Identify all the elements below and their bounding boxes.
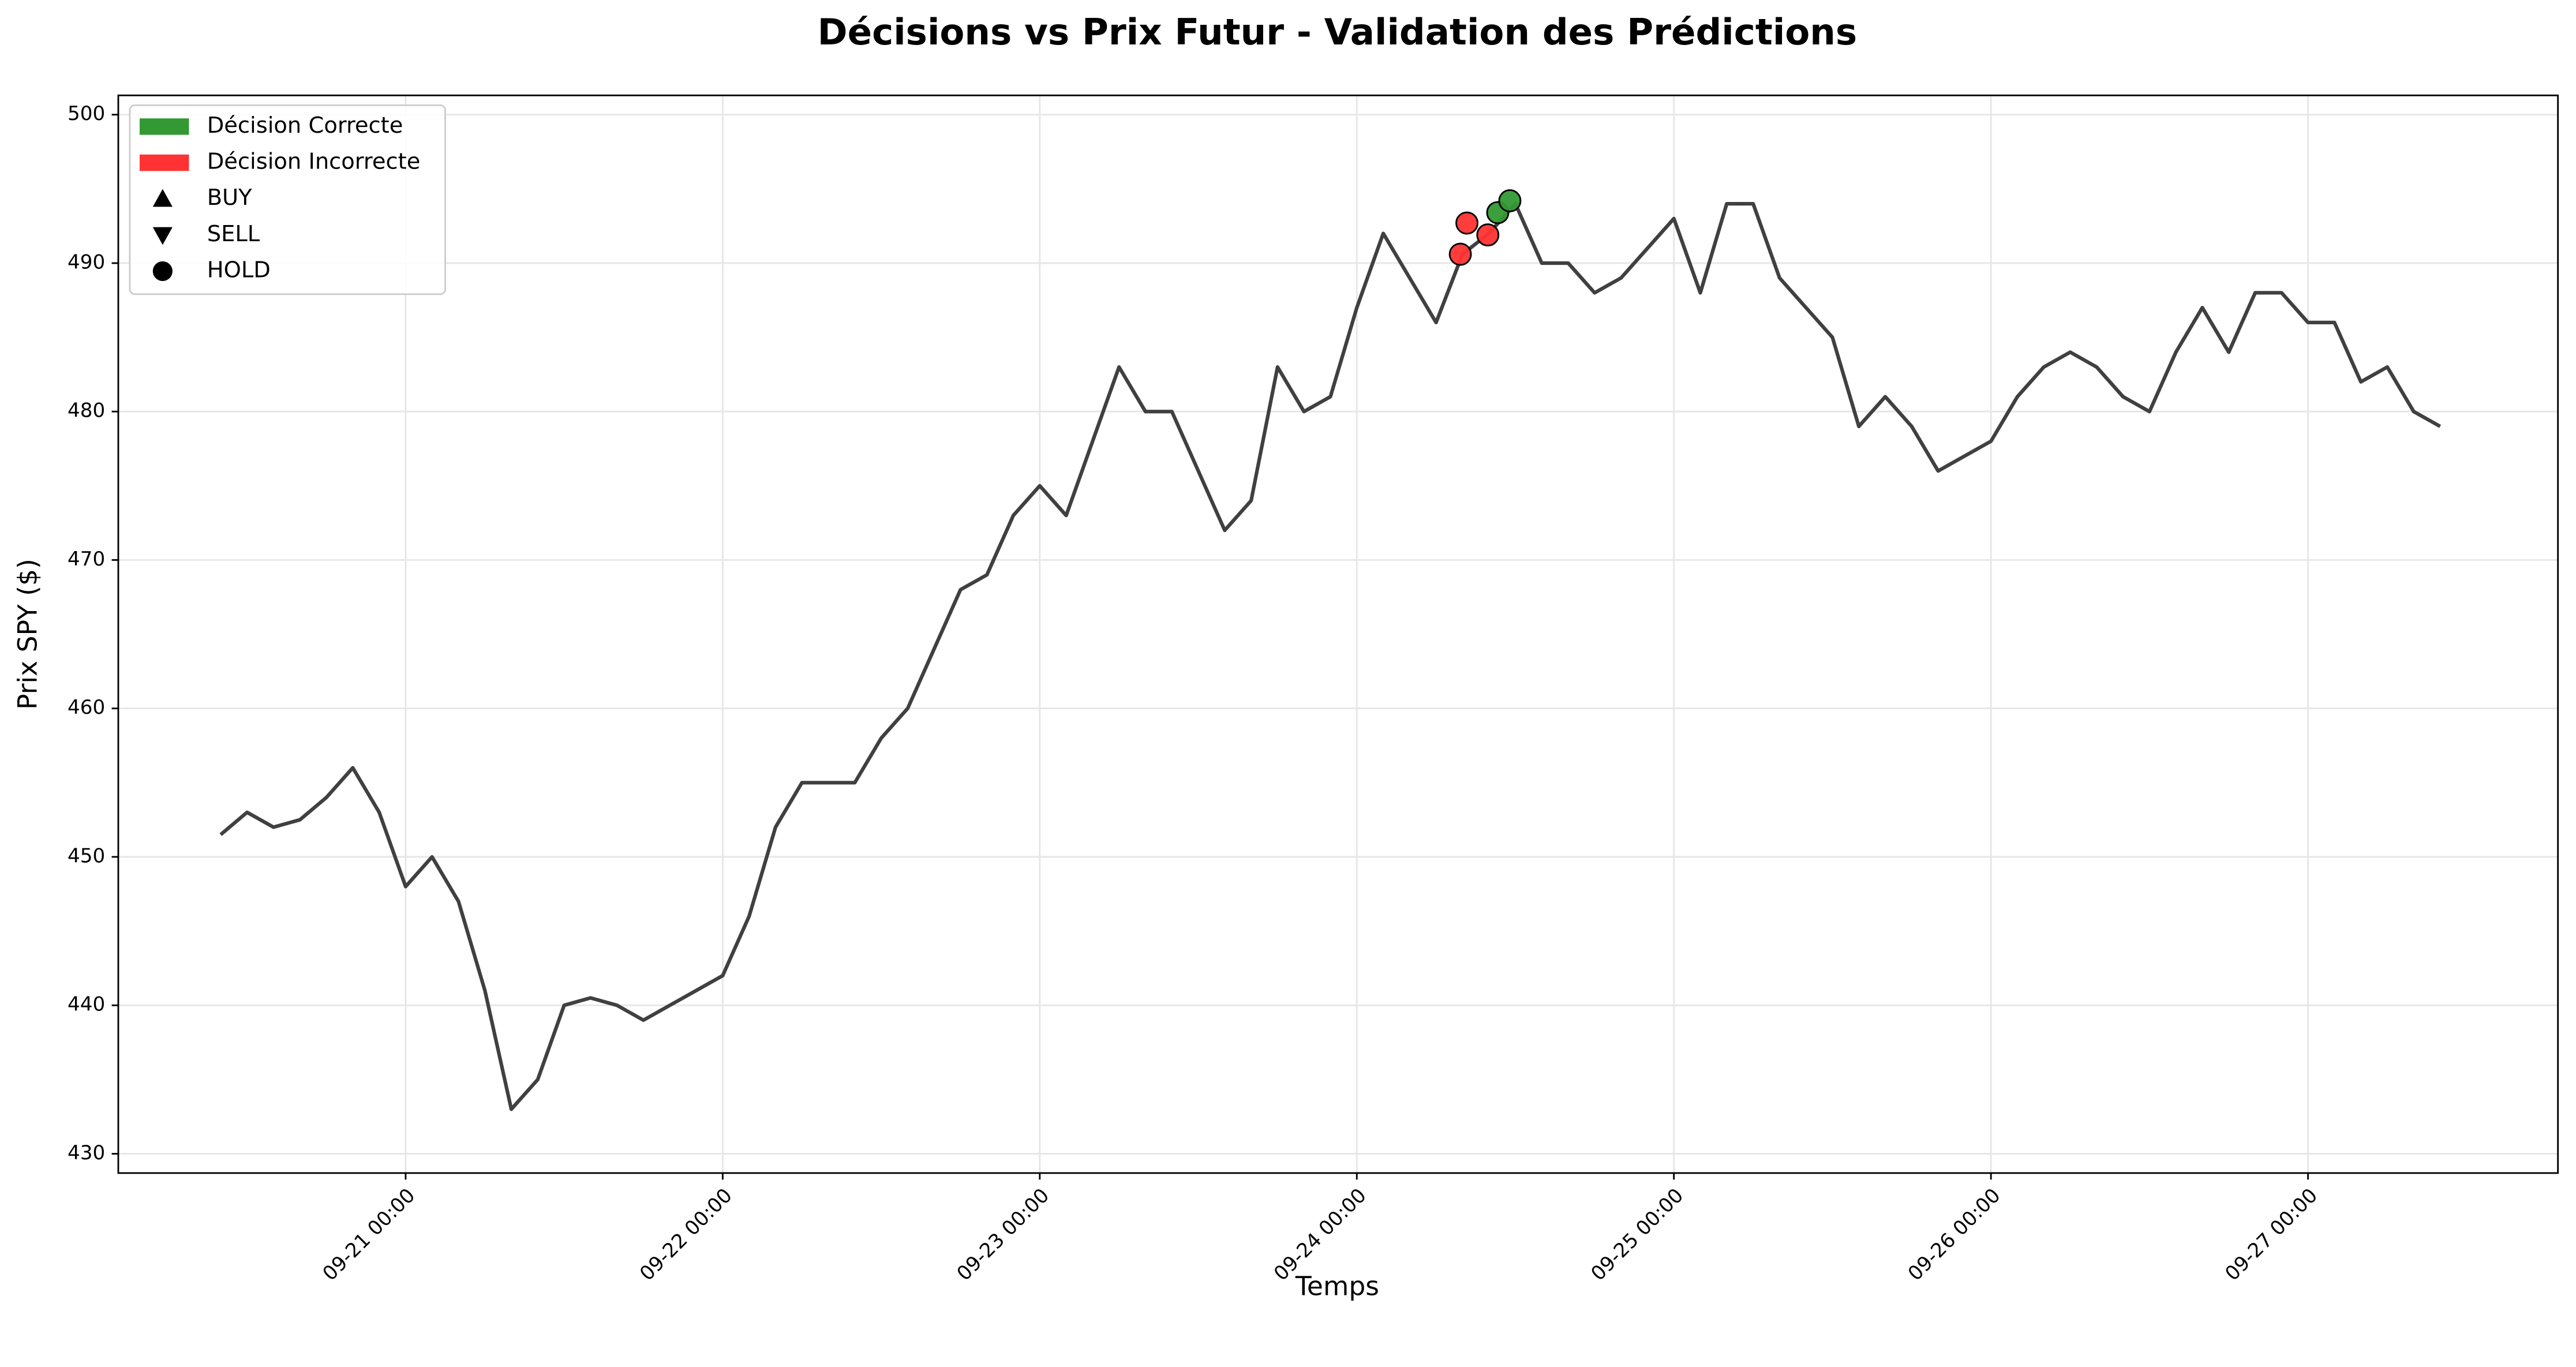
y-axis-label: Prix SPY ($) xyxy=(13,559,43,710)
x-axis-label: Temps xyxy=(1295,1271,1379,1302)
legend-box xyxy=(129,104,446,295)
decision-marker xyxy=(1476,223,1500,247)
x-tick-label: 09-27 00:00 xyxy=(2221,1184,2322,1286)
y-tick-label: 450 xyxy=(68,844,105,867)
y-tick-label: 460 xyxy=(68,696,105,719)
y-tick-label: 440 xyxy=(68,993,105,1016)
x-tick-label: 09-25 00:00 xyxy=(1586,1184,1688,1286)
legend-swatch xyxy=(139,118,189,135)
y-tick-label: 500 xyxy=(68,102,105,125)
legend-marker xyxy=(152,189,173,207)
x-tick-label: 09-22 00:00 xyxy=(635,1184,737,1286)
decision-marker xyxy=(1455,211,1478,235)
decision-marker xyxy=(1448,242,1472,266)
x-tick-label: 09-24 00:00 xyxy=(1270,1184,1371,1286)
x-tick-label: 09-21 00:00 xyxy=(319,1184,420,1286)
y-tick-label: 480 xyxy=(68,399,105,422)
legend-label: HOLD xyxy=(207,257,271,283)
price-line xyxy=(219,201,2442,1111)
legend-label: BUY xyxy=(207,185,252,211)
y-tick-label: 490 xyxy=(68,250,105,274)
chart-title: Décisions vs Prix Futur - Validation des… xyxy=(818,11,1858,53)
legend-label: Décision Correcte xyxy=(207,113,403,138)
legend-marker xyxy=(152,227,173,245)
legend-label: SELL xyxy=(207,221,260,247)
decision-marker xyxy=(1498,189,1522,212)
y-tick-label: 430 xyxy=(68,1141,105,1164)
x-tick-label: 09-26 00:00 xyxy=(1904,1184,2005,1286)
y-tick-label: 470 xyxy=(68,548,105,571)
plot-frame xyxy=(117,94,2559,1174)
legend-marker xyxy=(152,261,173,281)
legend-label: Décision Incorrecte xyxy=(207,149,421,175)
legend-swatch xyxy=(139,154,189,171)
x-tick-label: 09-23 00:00 xyxy=(953,1184,1054,1286)
